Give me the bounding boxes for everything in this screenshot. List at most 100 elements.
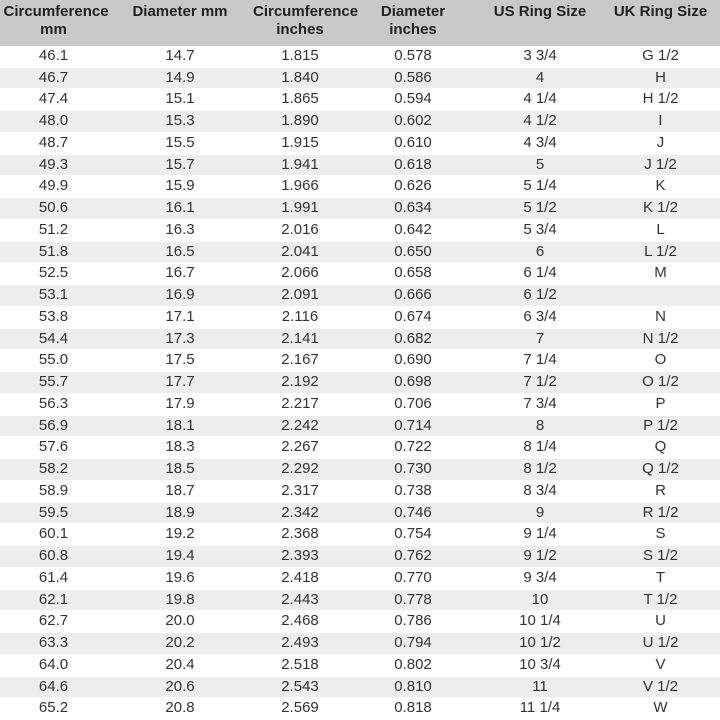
table-row: 46.1 14.7 1.815 0.578 3 3/4 G 1/2 bbox=[0, 46, 720, 68]
table-row: 64.6 20.6 2.543 0.810 11 V 1/2 bbox=[0, 676, 720, 699]
header-cell: US Ring Size bbox=[479, 3, 601, 21]
table-cell: 16.7 bbox=[165, 264, 195, 282]
table-cell: 8 3/4 bbox=[523, 481, 557, 499]
table-row: 60.8 19.4 2.393 0.762 9 1/2 S 1/2 bbox=[0, 546, 720, 568]
table-cell: 0.754 bbox=[394, 525, 432, 543]
table-cell: 18.3 bbox=[165, 438, 195, 456]
table-row: 56.3 17.9 2.217 0.706 7 3/4 P bbox=[0, 394, 720, 416]
table-cell: N 1/2 bbox=[642, 329, 679, 347]
table-cell: 2.167 bbox=[281, 351, 319, 369]
table-cell: 4 1/4 bbox=[523, 90, 557, 108]
table-cell: 49.3 bbox=[38, 155, 69, 173]
table-row: 63.3 20.2 2.493 0.794 10 1/2 U 1/2 bbox=[0, 633, 720, 655]
table-cell: 15.7 bbox=[165, 155, 195, 173]
table-cell: 0.594 bbox=[394, 90, 432, 108]
table-cell: 2.041 bbox=[281, 242, 319, 260]
table-cell: 2.066 bbox=[281, 264, 319, 282]
table-cell: 9 1/2 bbox=[523, 547, 557, 565]
table-cell: 18.7 bbox=[165, 481, 195, 499]
table-row: 62.1 19.8 2.443 0.778 10 T 1/2 bbox=[0, 589, 720, 612]
table-cell: 16.5 bbox=[165, 242, 195, 260]
table-cell: 56.9 bbox=[38, 416, 69, 434]
table-cell: 49.9 bbox=[38, 177, 69, 195]
table-cell: 0.722 bbox=[394, 438, 432, 456]
table-cell: 0.578 bbox=[394, 47, 432, 64]
table-cell: 17.9 bbox=[165, 394, 195, 412]
table-row: 60.1 19.2 2.368 0.754 9 1/4 S bbox=[0, 524, 720, 547]
table-cell: 2.393 bbox=[281, 547, 319, 565]
table-cell: T 1/2 bbox=[643, 590, 678, 608]
table-cell: Q 1/2 bbox=[642, 460, 679, 478]
table-row: 47.4 15.1 1.865 0.594 4 1/4 H 1/2 bbox=[0, 89, 720, 112]
table-cell: 55.0 bbox=[38, 351, 69, 369]
table-cell: 50.6 bbox=[38, 199, 69, 217]
table-cell: 61.4 bbox=[38, 568, 69, 586]
table-row: 49.3 15.7 1.941 0.618 5 J 1/2 bbox=[0, 154, 720, 177]
table-cell: 2.192 bbox=[281, 373, 319, 391]
table-row: 53.8 17.1 2.116 0.674 6 3/4 N bbox=[0, 307, 720, 329]
table-cell: 0.802 bbox=[394, 655, 432, 673]
table-cell: 19.2 bbox=[165, 525, 195, 543]
table-row: 48.0 15.3 1.890 0.602 4 1/2 I bbox=[0, 111, 720, 133]
table-cell: 51.2 bbox=[38, 220, 69, 238]
table-cell: 2.418 bbox=[281, 568, 319, 586]
table-cell: 1.890 bbox=[281, 112, 319, 130]
table-cell: 0.762 bbox=[394, 547, 432, 565]
table-cell: 18.9 bbox=[165, 503, 195, 521]
header-row: Circumference mm Diameter mm Circumference… bbox=[0, 0, 720, 46]
table-cell: 53.1 bbox=[38, 286, 69, 304]
table-cell: 60.1 bbox=[38, 525, 69, 543]
table-cell: 18.5 bbox=[165, 460, 195, 478]
table-cell: 2.468 bbox=[281, 612, 319, 630]
table-cell: 9 3/4 bbox=[523, 568, 557, 586]
table-cell: 5 1/2 bbox=[523, 199, 557, 217]
table-cell: 0.658 bbox=[394, 264, 432, 282]
table-cell: 4 bbox=[535, 68, 545, 86]
table-cell: 2.267 bbox=[281, 438, 319, 456]
table-cell: 2.217 bbox=[281, 394, 319, 412]
table-cell: 8 1/2 bbox=[523, 460, 557, 478]
table-cell: 17.3 bbox=[165, 329, 195, 347]
table-row: 55.7 17.7 2.192 0.698 7 1/2 O 1/2 bbox=[0, 372, 720, 394]
table-cell: 48.7 bbox=[38, 133, 69, 151]
table-cell: 0.786 bbox=[394, 612, 432, 630]
table-cell: S 1/2 bbox=[642, 547, 679, 565]
table-row: 50.6 16.1 1.991 0.634 5 1/2 K 1/2 bbox=[0, 198, 720, 220]
table-cell: 0.602 bbox=[394, 112, 432, 130]
table-cell: 1.815 bbox=[281, 47, 319, 64]
table-cell: 7 bbox=[535, 329, 545, 347]
table-cell: 11 1/4 bbox=[519, 699, 561, 717]
table-cell: 10 bbox=[531, 590, 549, 608]
header-text: Circumference mm bbox=[3, 3, 109, 38]
table-cell: 2.116 bbox=[281, 307, 319, 325]
table-cell: 19.4 bbox=[165, 547, 195, 565]
table-cell: 7 3/4 bbox=[523, 394, 557, 412]
table-cell: 0.714 bbox=[394, 416, 432, 434]
table-cell: Q bbox=[654, 438, 667, 456]
table-cell: 20.8 bbox=[165, 699, 195, 717]
table-cell: 56.3 bbox=[38, 394, 69, 412]
table-cell: 9 1/4 bbox=[523, 525, 557, 543]
table-cell: 6 3/4 bbox=[523, 307, 557, 325]
table-cell: 20.2 bbox=[165, 634, 195, 652]
table-cell: 18.1 bbox=[165, 416, 195, 434]
table-cell: 0.706 bbox=[394, 394, 432, 412]
table-cell: 0.818 bbox=[394, 699, 432, 717]
table-cell: L 1/2 bbox=[644, 242, 677, 260]
table-cell: 57.6 bbox=[38, 438, 69, 456]
table-cell: N bbox=[655, 307, 666, 325]
table-cell: U 1/2 bbox=[642, 634, 679, 652]
table-cell: 0.618 bbox=[394, 155, 432, 173]
table-row: 57.6 18.3 2.267 0.722 8 1/4 Q bbox=[0, 437, 720, 460]
table-cell: 16.9 bbox=[165, 286, 195, 304]
table-row: 48.7 15.5 1.915 0.610 4 3/4 J bbox=[0, 133, 720, 155]
table-cell: 8 bbox=[535, 416, 545, 434]
table-cell: 1.865 bbox=[281, 90, 319, 108]
table-cell: L bbox=[656, 220, 665, 238]
table-cell: 64.0 bbox=[38, 655, 69, 673]
table-row: 52.5 16.7 2.066 0.658 6 1/4 M bbox=[0, 263, 720, 286]
header-cell: UK Ring Size bbox=[601, 3, 720, 21]
table-cell: P bbox=[655, 394, 666, 412]
table-cell: 17.7 bbox=[165, 373, 195, 391]
table-cell: 2.091 bbox=[281, 286, 319, 304]
